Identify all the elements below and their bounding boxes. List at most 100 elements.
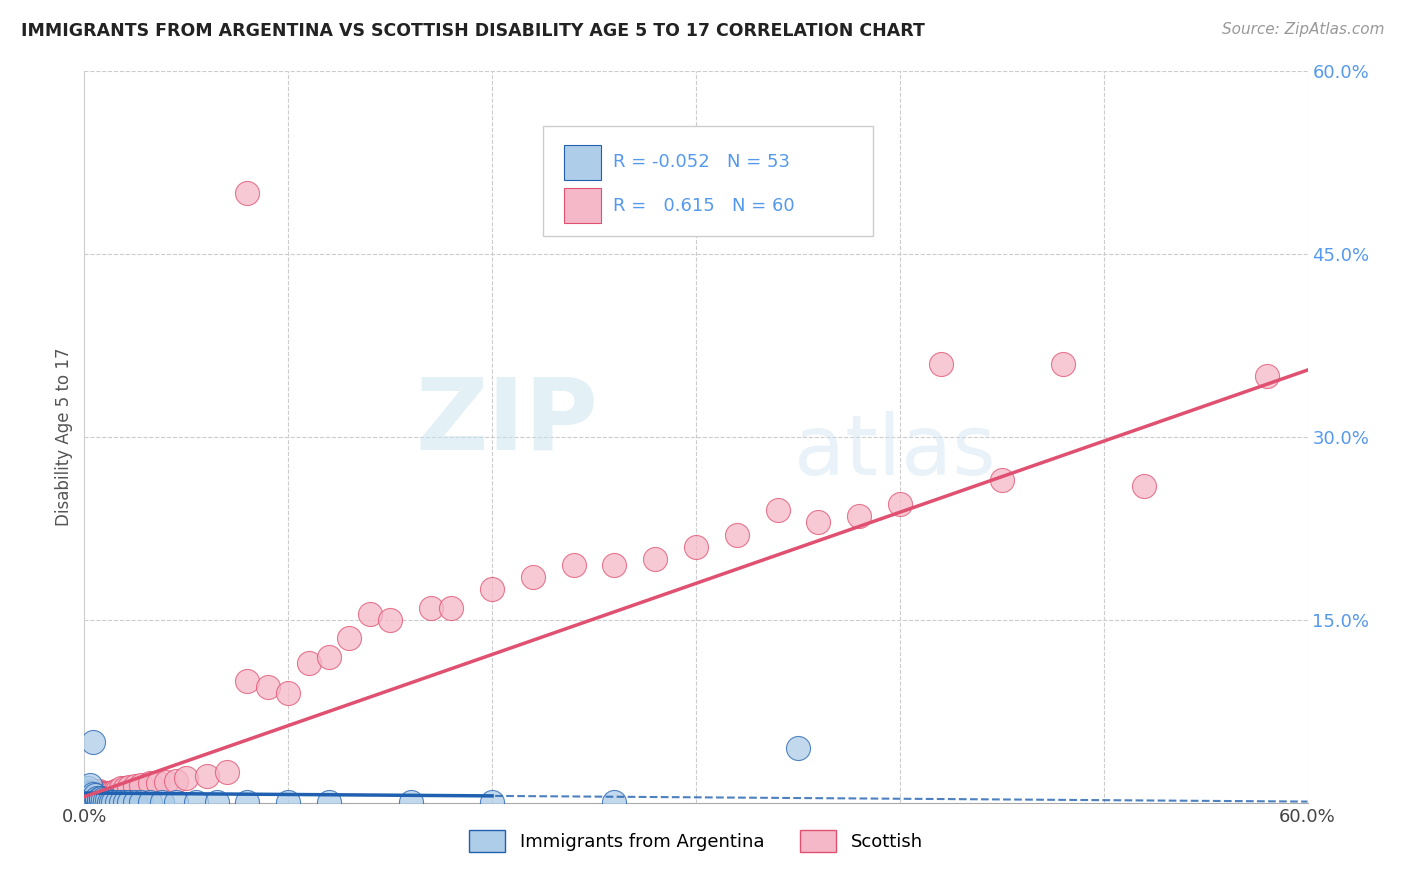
Point: [86, 789, 108, 803]
Point: [236, 186, 259, 201]
Point: [380, 613, 402, 627]
Point: [75, 786, 97, 800]
Text: R = -0.052   N = 53: R = -0.052 N = 53: [613, 153, 790, 171]
Legend: Immigrants from Argentina, Scottish: Immigrants from Argentina, Scottish: [461, 823, 931, 860]
Point: [79, 792, 101, 806]
Point: [87, 783, 110, 797]
Point: [79, 789, 101, 803]
Point: [174, 772, 197, 786]
Point: [79, 795, 101, 809]
Point: [77, 786, 100, 800]
Point: [236, 795, 259, 809]
FancyBboxPatch shape: [543, 126, 873, 235]
Point: [991, 473, 1014, 487]
Point: [75, 793, 97, 807]
Point: [77, 789, 100, 804]
Point: [195, 769, 218, 783]
Point: [124, 779, 146, 793]
Point: [83, 785, 105, 799]
Point: [90, 791, 112, 805]
Y-axis label: Disability Age 5 to 17: Disability Age 5 to 17: [55, 348, 73, 526]
Point: [277, 686, 299, 700]
Point: [165, 773, 187, 788]
Point: [75, 789, 97, 803]
Text: Source: ZipAtlas.com: Source: ZipAtlas.com: [1222, 22, 1385, 37]
Point: [165, 795, 187, 809]
Point: [75, 789, 97, 804]
Point: [562, 558, 585, 573]
Point: [318, 649, 340, 664]
Point: [82, 735, 104, 749]
Text: IMMIGRANTS FROM ARGENTINA VS SCOTTISH DISABILITY AGE 5 TO 17 CORRELATION CHART: IMMIGRANTS FROM ARGENTINA VS SCOTTISH DI…: [21, 22, 925, 40]
Point: [114, 781, 136, 796]
Point: [82, 789, 104, 803]
Point: [359, 607, 381, 621]
Point: [124, 795, 146, 809]
Point: [79, 778, 101, 792]
Point: [75, 791, 97, 805]
Point: [138, 795, 160, 809]
Point: [82, 791, 104, 805]
Point: [236, 673, 259, 688]
Point: [766, 503, 789, 517]
Point: [205, 795, 228, 809]
Point: [97, 786, 120, 800]
Point: [96, 793, 118, 807]
Point: [186, 795, 208, 809]
Point: [685, 540, 707, 554]
Point: [79, 783, 101, 797]
Point: [83, 792, 105, 806]
Point: [339, 632, 361, 646]
Point: [277, 795, 299, 809]
Point: [75, 783, 97, 797]
Point: [101, 795, 124, 809]
Point: [131, 778, 153, 792]
Point: [217, 765, 239, 780]
Point: [644, 552, 666, 566]
Point: [100, 795, 122, 809]
Point: [399, 795, 422, 809]
Point: [77, 787, 100, 801]
Text: atlas: atlas: [794, 411, 995, 492]
FancyBboxPatch shape: [564, 145, 600, 179]
Point: [1133, 479, 1156, 493]
Point: [100, 786, 122, 800]
Point: [118, 795, 141, 809]
Text: ZIP: ZIP: [415, 374, 598, 471]
Point: [889, 497, 911, 511]
Point: [97, 795, 120, 809]
Point: [79, 786, 101, 800]
Point: [79, 789, 101, 804]
Point: [298, 656, 321, 670]
Point: [90, 793, 112, 807]
Point: [105, 783, 128, 797]
Point: [93, 793, 115, 807]
Point: [77, 792, 100, 806]
Point: [481, 582, 503, 597]
Point: [118, 780, 141, 794]
Point: [77, 795, 100, 809]
Point: [1052, 357, 1074, 371]
Point: [87, 792, 110, 806]
Text: R =   0.615   N = 60: R = 0.615 N = 60: [613, 197, 794, 215]
Point: [318, 795, 340, 809]
Point: [91, 792, 114, 806]
Point: [725, 527, 748, 541]
Point: [75, 783, 97, 797]
Point: [481, 795, 503, 809]
Point: [87, 795, 110, 809]
Point: [83, 795, 105, 809]
Point: [440, 600, 463, 615]
Point: [787, 740, 810, 755]
Point: [150, 795, 173, 809]
Point: [110, 781, 132, 796]
Point: [87, 789, 110, 803]
Point: [929, 357, 952, 371]
Point: [86, 793, 108, 807]
Point: [807, 516, 830, 530]
Point: [91, 786, 114, 800]
Point: [110, 795, 132, 809]
Point: [104, 783, 127, 797]
Point: [82, 783, 104, 797]
Point: [848, 509, 870, 524]
